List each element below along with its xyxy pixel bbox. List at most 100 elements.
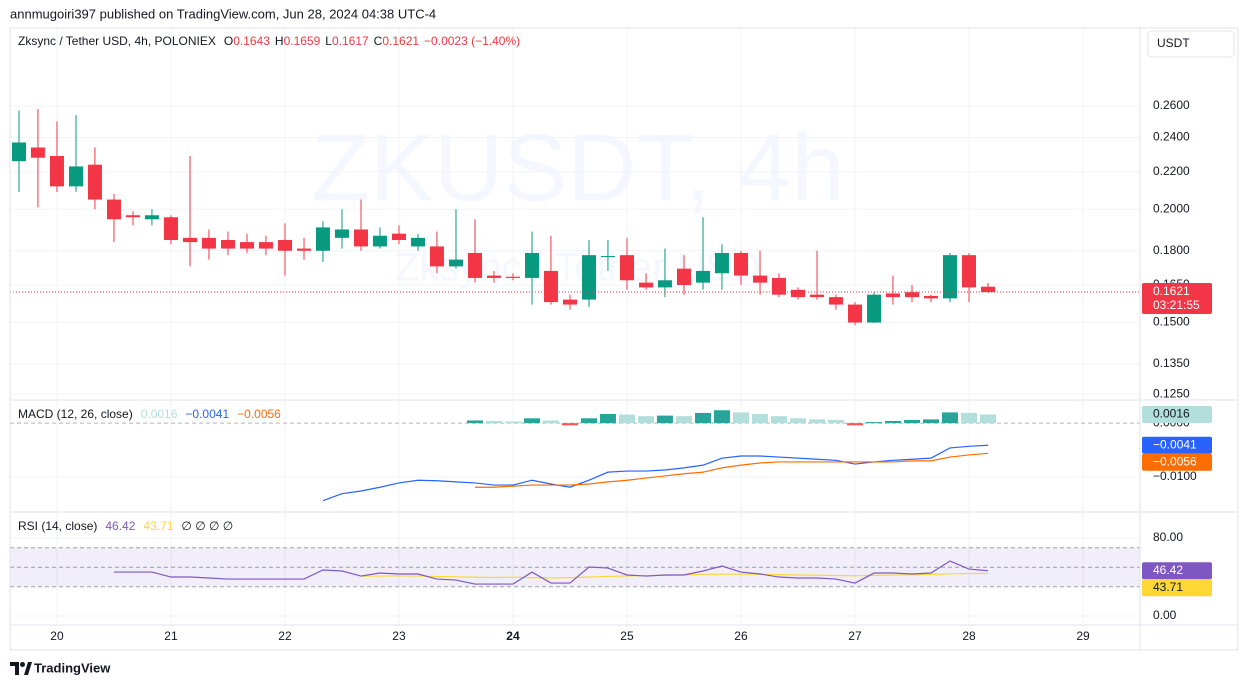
legend: MACD (12, 26, close) 0.0016 −0.0041 −0.0056 bbox=[18, 407, 281, 421]
candle-body bbox=[753, 275, 768, 283]
candle-body bbox=[942, 255, 957, 299]
y-tick-label: 0.00 bbox=[1153, 608, 1177, 622]
price-label-box bbox=[1142, 436, 1212, 454]
footer-logo: TradingView bbox=[10, 660, 111, 675]
histogram-bar bbox=[752, 414, 769, 424]
x-tick-label: 22 bbox=[278, 629, 292, 643]
histogram-bar bbox=[923, 419, 940, 424]
legend-item: O bbox=[224, 34, 233, 48]
legend: RSI (14, close) 46.42 43.71 ∅ ∅ ∅ ∅ bbox=[18, 519, 233, 533]
histogram-bar bbox=[524, 418, 541, 424]
candle-body bbox=[201, 237, 216, 249]
legend-item: L bbox=[325, 34, 332, 48]
footer-brand: TradingView bbox=[34, 660, 111, 675]
y-tick-label: 80.00 bbox=[1153, 530, 1183, 544]
candle-body bbox=[582, 255, 597, 300]
price-label: 0.0016 bbox=[1153, 407, 1190, 421]
y-tick-label: 0.1800 bbox=[1153, 243, 1190, 257]
logo-mark bbox=[10, 662, 19, 675]
candle-body bbox=[87, 164, 102, 200]
legend-item: −0.0041 bbox=[185, 407, 229, 421]
y-tick-label: 0.2200 bbox=[1153, 164, 1190, 178]
candle-body bbox=[372, 235, 387, 247]
price-label-box bbox=[1142, 406, 1212, 424]
candle-body bbox=[69, 166, 84, 187]
legend-item: −0.0023 (−1.40%) bbox=[424, 34, 520, 48]
x-tick-label: 20 bbox=[50, 629, 64, 643]
histogram-bar bbox=[675, 416, 692, 424]
histogram-bar bbox=[695, 412, 712, 424]
candle-body bbox=[354, 229, 369, 247]
legend-item: 43.71 bbox=[143, 519, 173, 533]
legend-item: −0.0056 bbox=[237, 407, 281, 421]
legend-item: C bbox=[374, 34, 383, 48]
last-price-label: 0.1621 bbox=[1153, 284, 1190, 298]
histogram-bar bbox=[884, 421, 901, 424]
publish-info: annmugoiri397 published on TradingView.c… bbox=[10, 6, 436, 21]
candle-body bbox=[904, 292, 919, 298]
histogram-bar bbox=[846, 423, 863, 426]
candle-body bbox=[429, 246, 444, 267]
histogram-bar bbox=[732, 412, 749, 424]
candle-body bbox=[334, 229, 349, 238]
candle-body bbox=[411, 237, 426, 247]
candle-body bbox=[676, 268, 691, 286]
price-label: −0.0056 bbox=[1153, 454, 1197, 468]
candle-body bbox=[847, 304, 862, 323]
histogram-bar bbox=[561, 423, 578, 426]
price-label-box bbox=[1142, 579, 1212, 597]
y-tick-label: 0.2600 bbox=[1153, 98, 1190, 112]
legend: Zksync / Tether USD, 4h, POLONIEX O0.1643… bbox=[18, 34, 520, 48]
legend-item: 46.42 bbox=[105, 519, 135, 533]
currency-button-label[interactable]: USDT bbox=[1157, 36, 1190, 50]
price-label: 43.71 bbox=[1153, 580, 1183, 594]
candle-body bbox=[562, 299, 577, 305]
candle-body bbox=[771, 277, 786, 295]
candle-body bbox=[49, 155, 64, 187]
y-tick-label: 0.1250 bbox=[1153, 386, 1190, 400]
candle-body bbox=[144, 215, 159, 220]
candle-body bbox=[714, 252, 729, 274]
rsi-line bbox=[113, 560, 989, 585]
x-tick-label: 25 bbox=[620, 629, 634, 643]
candle-body bbox=[30, 147, 45, 158]
y-tick-label: 0.1350 bbox=[1153, 356, 1190, 370]
candle-body bbox=[733, 252, 748, 276]
currency-button[interactable]: USDT bbox=[1147, 30, 1235, 58]
watermark-description: Zksync / Tether USD bbox=[395, 246, 761, 290]
histogram-bar bbox=[903, 419, 920, 424]
logo-mark bbox=[24, 662, 32, 675]
y-tick-label: 0.2000 bbox=[1153, 201, 1190, 215]
histogram-bar bbox=[542, 420, 559, 424]
candle-body bbox=[600, 256, 615, 258]
histogram-bar bbox=[960, 412, 977, 424]
candle-body bbox=[277, 239, 292, 251]
legend-item: H bbox=[275, 34, 284, 48]
candle-body bbox=[924, 295, 939, 299]
legend-item: 0.1643 bbox=[233, 34, 270, 48]
legend-item: 0.1617 bbox=[332, 34, 369, 48]
candle-body bbox=[696, 270, 711, 283]
grid bbox=[10, 28, 1140, 625]
candle-body bbox=[810, 294, 825, 298]
candle-body bbox=[12, 142, 27, 162]
currency-button-frame[interactable] bbox=[1147, 30, 1235, 58]
x-tick-label: 24 bbox=[506, 629, 520, 643]
candle-body bbox=[183, 237, 198, 243]
candle-body bbox=[468, 252, 483, 278]
candle-body bbox=[961, 255, 976, 288]
plot-area: Zksync / Tether USD, 4h, POLONIEX O0.1643… bbox=[10, 34, 1140, 588]
price-label: −0.0041 bbox=[1153, 437, 1197, 451]
histogram-bar bbox=[618, 414, 635, 424]
candle-body bbox=[639, 282, 654, 288]
candle-body bbox=[163, 217, 178, 240]
histogram-bar bbox=[599, 414, 616, 424]
y-tick-label: 0.1500 bbox=[1153, 315, 1190, 329]
candle-body bbox=[448, 259, 463, 267]
x-tick-label: 29 bbox=[1076, 629, 1090, 643]
x-tick-label: 21 bbox=[164, 629, 178, 643]
legend-item: 0.1621 bbox=[382, 34, 419, 48]
legend-item: Zksync / Tether USD, 4h, POLONIEX bbox=[18, 34, 216, 48]
histogram-bar bbox=[866, 422, 883, 424]
